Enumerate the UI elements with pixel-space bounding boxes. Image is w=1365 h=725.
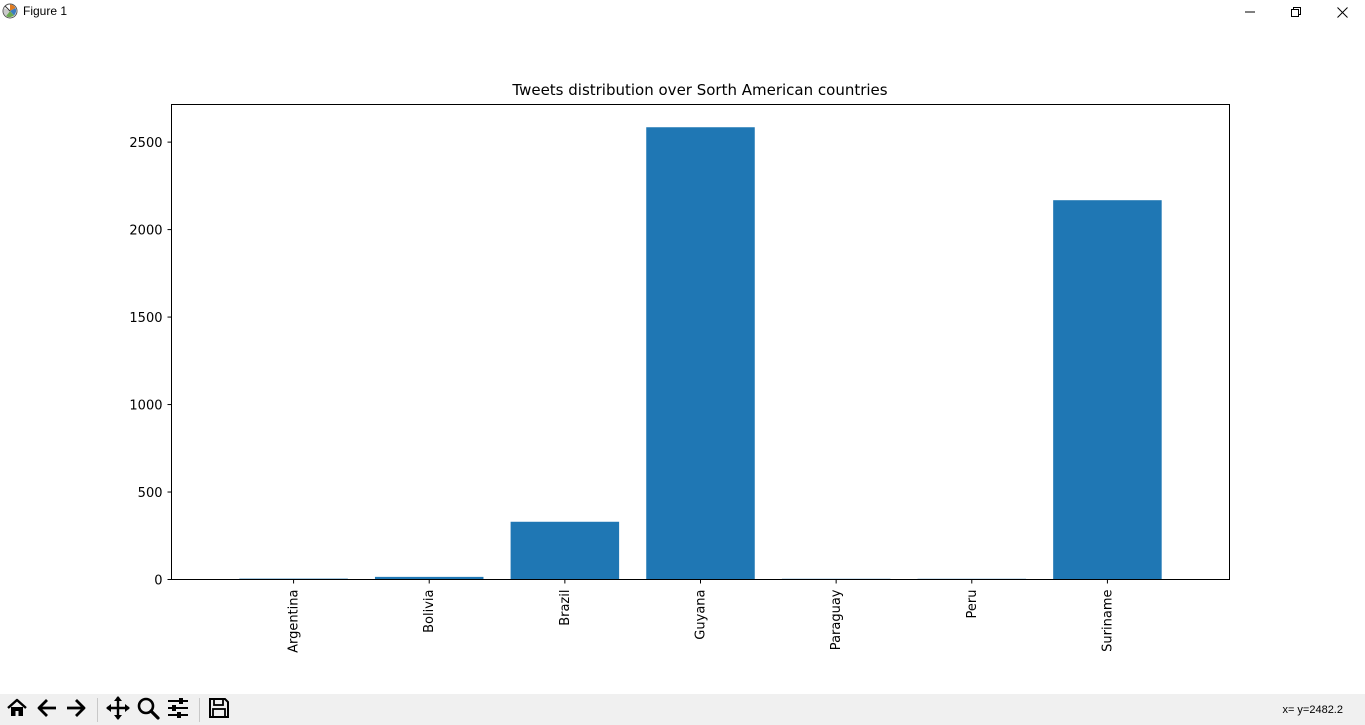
y-tick-label: 1000 [129,399,162,414]
bar [374,576,484,580]
x-tick-label: Peru [965,590,980,619]
magnifier-icon [136,696,160,724]
sliders-icon [166,696,190,724]
x-tick-label: Bolivia [422,590,437,633]
restore-button[interactable] [1273,0,1319,24]
forward-button[interactable] [62,696,90,724]
matplotlib-icon [2,3,18,19]
x-tick-label: Brazil [558,590,573,626]
move-icon [106,696,130,724]
figure-canvas[interactable]: Tweets distribution over Sorth American … [0,24,1365,694]
home-button[interactable] [3,696,31,724]
close-button[interactable] [1319,0,1365,24]
title-bar: Figure 1 [0,0,1365,24]
y-tick-label: 2000 [129,224,162,239]
arrow-right-icon [65,697,87,723]
close-icon [1336,6,1348,18]
cursor-coordinates: x= y=2482.2 [1282,704,1343,716]
floppy-disk-icon [208,697,230,723]
toolbar-separator [199,698,200,722]
pan-button[interactable] [104,696,132,724]
x-tick-label: Paraguay [829,589,844,650]
toolbar-separator [97,698,98,722]
configure-subplots-button[interactable] [164,696,192,724]
back-button[interactable] [33,696,61,724]
y-tick-label: 0 [154,574,162,589]
axes-frame [171,104,1230,580]
window-title: Figure 1 [23,4,68,18]
home-icon [6,697,28,723]
minimize-icon [1245,7,1255,17]
x-tick-label: Argentina [287,590,302,653]
chart-title: Tweets distribution over Sorth American … [511,81,887,99]
minimize-button[interactable] [1227,0,1273,24]
bar [1053,200,1162,580]
save-button[interactable] [205,696,233,724]
restore-icon [1291,7,1301,17]
bar [510,521,620,580]
bar-chart: Tweets distribution over Sorth American … [129,81,1230,653]
x-tick-label: Guyana [694,590,709,640]
y-tick-label: 2500 [129,136,162,151]
zoom-button[interactable] [134,696,162,724]
navigation-toolbar: x= y=2482.2 [0,694,1365,725]
arrow-left-icon [36,697,58,723]
y-tick-label: 500 [138,486,163,501]
x-tick-label: Suriname [1100,590,1115,652]
bar [646,127,755,580]
y-tick-label: 1500 [129,311,162,326]
